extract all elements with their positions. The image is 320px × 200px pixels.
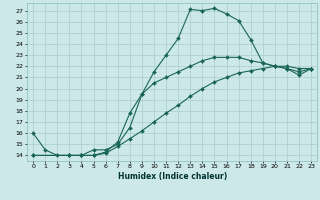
X-axis label: Humidex (Indice chaleur): Humidex (Indice chaleur) — [117, 172, 227, 181]
